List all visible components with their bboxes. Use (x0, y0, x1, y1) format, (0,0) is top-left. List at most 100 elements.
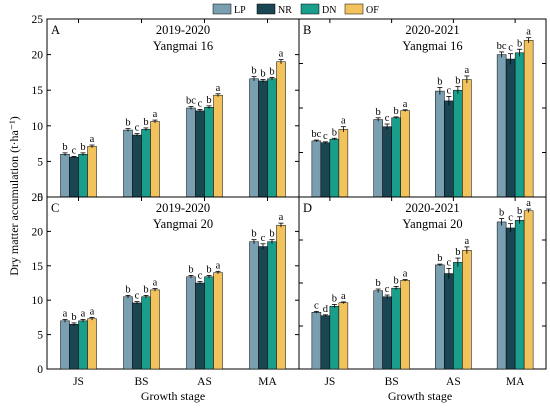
legend-item-dn: DN (300, 3, 336, 16)
sig-letter-a-bs-of: a (153, 109, 158, 120)
panel-a-cultivar: Yangmai 16 (153, 39, 213, 53)
bar-d-ma-dn (514, 219, 525, 370)
bar-c-ma-lp (249, 241, 259, 370)
panel-d-season: 2020-2021 (405, 201, 459, 215)
bar-b-as-of (462, 79, 472, 198)
bar-c-bs-lp (123, 296, 133, 370)
bar-c-bs-of (150, 289, 160, 370)
sig-letter-a-bs-lp: b (125, 118, 130, 129)
sig-letter-d-as-nr: c (447, 257, 452, 268)
sig-letter-a-js-nr: c (72, 145, 77, 156)
bar-a-ma-dn (267, 78, 277, 198)
sig-letter-d-ma-lp: b (499, 208, 504, 219)
y-axis-title: Dry matter accumulation (t·ha⁻¹) (7, 116, 21, 276)
sig-letter-a-ma-lp: b (251, 66, 256, 77)
panel-a-ytick-label: 20 (32, 50, 44, 62)
sig-letter-b-ma-dn: b (517, 38, 522, 49)
panel-a-ytick-label: 0 (37, 192, 43, 204)
legend: LP NR DN OF (212, 3, 379, 16)
panel-d-xtick-label-ma: MA (506, 376, 525, 388)
bar-c-as-of (213, 272, 223, 370)
bar-d-as-lp (435, 264, 445, 370)
sig-letter-d-as-dn: b (455, 247, 460, 258)
bar-a-js-lp (60, 154, 70, 198)
sig-letter-a-js-of: a (90, 134, 95, 145)
bar-d-bs-dn (391, 287, 401, 370)
sig-letter-d-ma-dn: b (517, 206, 522, 217)
bar-b-bs-lp (373, 119, 383, 198)
bar-a-bs-of (150, 121, 160, 198)
bar-c-ma-dn (267, 241, 277, 370)
panel-d-cultivar: Yangmai 20 (402, 217, 462, 231)
legend-item-nr: NR (256, 3, 292, 16)
sig-letter-c-as-of: a (216, 260, 221, 271)
sig-letter-d-bs-lp: b (376, 278, 381, 289)
panel-b-cultivar: Yangmai 16 (402, 39, 462, 53)
bar-d-as-nr (444, 273, 454, 370)
bar-a-ma-nr (258, 80, 268, 198)
bar-a-bs-nr (132, 134, 142, 198)
bar-b-ma-dn (514, 52, 525, 198)
bar-a-ma-of (276, 61, 286, 198)
x-axis-title-right: Growth stage (388, 389, 452, 403)
sig-letter-c-js-dn: a (81, 308, 86, 319)
bar-d-bs-lp (373, 290, 383, 370)
bar-c-as-dn (204, 276, 214, 370)
bar-b-bs-dn (391, 117, 401, 198)
sig-letter-a-ma-of: a (279, 49, 284, 60)
legend-swatch-nr (256, 3, 276, 15)
bar-c-as-nr (195, 282, 205, 370)
sig-letter-d-as-lp: b (437, 253, 442, 264)
sig-letter-b-ma-of: a (526, 27, 531, 38)
sig-letter-b-js-dn: b (332, 127, 337, 138)
sig-letter-a-as-dn: b (206, 95, 211, 106)
bar-b-bs-nr (382, 126, 392, 198)
panel-a-ytick-label: 15 (32, 85, 44, 97)
bar-a-as-of (213, 94, 223, 198)
bar-d-ma-lp (496, 221, 507, 370)
panel-c-ytick-label: 20 (32, 226, 44, 238)
sig-letter-b-bs-nr: c (385, 113, 390, 124)
sig-letter-c-bs-dn: b (143, 284, 148, 295)
sig-letter-a-js-dn: b (80, 142, 85, 153)
panel-c-season: 2019-2020 (156, 201, 210, 215)
sig-letter-c-as-dn: b (206, 264, 211, 275)
panel-c-xtick-label-bs: BS (134, 376, 148, 388)
panel-b-letter: B (303, 23, 311, 37)
sig-letter-a-as-nr: c (198, 98, 203, 109)
sig-letter-d-js-dn: b (332, 294, 337, 305)
sig-letter-b-bs-lp: b (376, 107, 381, 118)
legend-label-dn: DN (322, 5, 336, 16)
sig-letter-d-js-of: a (341, 291, 346, 302)
sig-letter-b-as-nr: c (447, 85, 452, 96)
bar-b-as-dn (453, 89, 463, 198)
bar-c-bs-dn (141, 296, 151, 370)
bar-c-ma-of (276, 224, 286, 370)
sig-letter-c-ma-dn: b (269, 229, 274, 240)
sig-letter-a-as-of: a (216, 83, 221, 94)
sig-letter-d-js-nr: d (323, 304, 329, 315)
sig-letter-c-js-lp: a (63, 308, 68, 319)
bar-a-as-dn (204, 107, 214, 198)
panel-d-xtick-label-js: JS (324, 376, 335, 388)
bar-a-as-nr (195, 110, 205, 198)
sig-letter-c-ma-lp: b (251, 229, 256, 240)
panel-d-xtick-label-bs: BS (385, 376, 399, 388)
bar-c-ma-nr (258, 246, 268, 370)
sig-letter-b-js-nr: c (323, 131, 328, 142)
bar-a-bs-lp (123, 129, 133, 198)
bar-d-bs-nr (382, 296, 392, 370)
bar-a-bs-dn (141, 129, 151, 198)
panel-d-letter: D (303, 201, 312, 215)
bar-b-ma-nr (505, 58, 516, 198)
sig-letter-d-js-lp: c (314, 300, 319, 311)
bar-c-as-lp (186, 276, 196, 370)
panel-b-season: 2020-2021 (405, 23, 459, 37)
panel-c-xtick-label-ma: MA (258, 376, 277, 388)
legend-label-nr: NR (278, 5, 292, 16)
bar-b-js-dn (329, 138, 340, 198)
